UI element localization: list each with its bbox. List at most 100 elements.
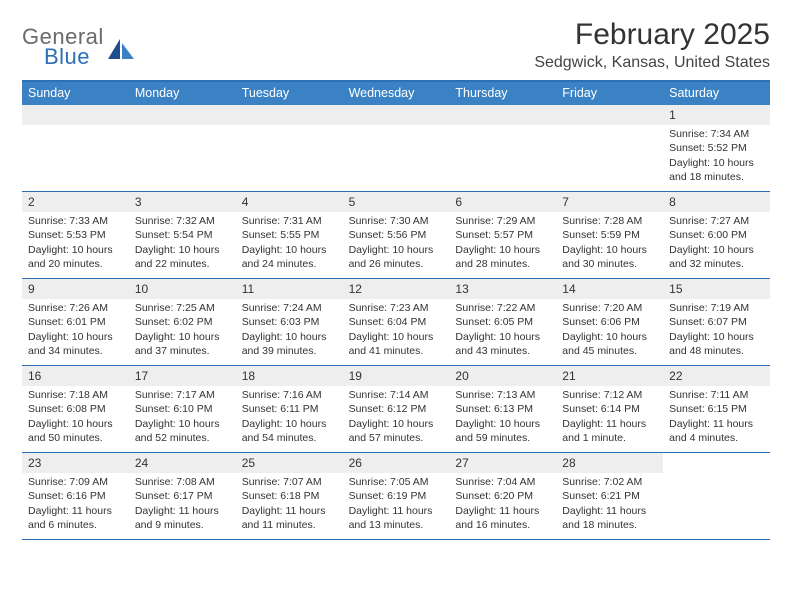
sunrise-text: Sunrise: 7:16 AM xyxy=(242,388,337,402)
day-number: 10 xyxy=(129,279,236,299)
sunset-text: Sunset: 6:21 PM xyxy=(562,489,657,503)
day-cell xyxy=(556,105,663,191)
weeks-container: 1Sunrise: 7:34 AMSunset: 5:52 PMDaylight… xyxy=(22,105,770,540)
sunset-text: Sunset: 6:01 PM xyxy=(28,315,123,329)
week-row: 1Sunrise: 7:34 AMSunset: 5:52 PMDaylight… xyxy=(22,105,770,192)
sunrise-text: Sunrise: 7:19 AM xyxy=(669,301,764,315)
day-body: Sunrise: 7:25 AMSunset: 6:02 PMDaylight:… xyxy=(129,299,236,362)
day-cell: 20Sunrise: 7:13 AMSunset: 6:13 PMDayligh… xyxy=(449,366,556,452)
empty-day-bar xyxy=(556,105,663,125)
day-number: 8 xyxy=(663,192,770,212)
day-number: 3 xyxy=(129,192,236,212)
daylight-text: Daylight: 10 hours and 54 minutes. xyxy=(242,417,337,445)
sunset-text: Sunset: 5:52 PM xyxy=(669,141,764,155)
day-cell: 5Sunrise: 7:30 AMSunset: 5:56 PMDaylight… xyxy=(343,192,450,278)
sunrise-text: Sunrise: 7:27 AM xyxy=(669,214,764,228)
empty-day-bar xyxy=(449,105,556,125)
empty-day-bar xyxy=(22,105,129,125)
day-body: Sunrise: 7:33 AMSunset: 5:53 PMDaylight:… xyxy=(22,212,129,275)
sunset-text: Sunset: 6:12 PM xyxy=(349,402,444,416)
day-body: Sunrise: 7:34 AMSunset: 5:52 PMDaylight:… xyxy=(663,125,770,188)
day-cell: 1Sunrise: 7:34 AMSunset: 5:52 PMDaylight… xyxy=(663,105,770,191)
daylight-text: Daylight: 10 hours and 45 minutes. xyxy=(562,330,657,358)
sunset-text: Sunset: 6:11 PM xyxy=(242,402,337,416)
week-row: 16Sunrise: 7:18 AMSunset: 6:08 PMDayligh… xyxy=(22,366,770,453)
sunset-text: Sunset: 6:19 PM xyxy=(349,489,444,503)
sunrise-text: Sunrise: 7:05 AM xyxy=(349,475,444,489)
sunrise-text: Sunrise: 7:26 AM xyxy=(28,301,123,315)
day-cell: 17Sunrise: 7:17 AMSunset: 6:10 PMDayligh… xyxy=(129,366,236,452)
sunrise-text: Sunrise: 7:17 AM xyxy=(135,388,230,402)
empty-day-bar xyxy=(236,105,343,125)
sunrise-text: Sunrise: 7:02 AM xyxy=(562,475,657,489)
sunrise-text: Sunrise: 7:14 AM xyxy=(349,388,444,402)
sunrise-text: Sunrise: 7:32 AM xyxy=(135,214,230,228)
daylight-text: Daylight: 10 hours and 59 minutes. xyxy=(455,417,550,445)
day-cell: 7Sunrise: 7:28 AMSunset: 5:59 PMDaylight… xyxy=(556,192,663,278)
daylight-text: Daylight: 10 hours and 24 minutes. xyxy=(242,243,337,271)
day-body: Sunrise: 7:27 AMSunset: 6:00 PMDaylight:… xyxy=(663,212,770,275)
sunset-text: Sunset: 6:03 PM xyxy=(242,315,337,329)
day-cell xyxy=(129,105,236,191)
sunrise-text: Sunrise: 7:23 AM xyxy=(349,301,444,315)
daylight-text: Daylight: 10 hours and 48 minutes. xyxy=(669,330,764,358)
day-cell: 27Sunrise: 7:04 AMSunset: 6:20 PMDayligh… xyxy=(449,453,556,539)
sunset-text: Sunset: 6:16 PM xyxy=(28,489,123,503)
sunrise-text: Sunrise: 7:11 AM xyxy=(669,388,764,402)
daylight-text: Daylight: 10 hours and 18 minutes. xyxy=(669,156,764,184)
day-body: Sunrise: 7:23 AMSunset: 6:04 PMDaylight:… xyxy=(343,299,450,362)
sunset-text: Sunset: 5:59 PM xyxy=(562,228,657,242)
sunrise-text: Sunrise: 7:09 AM xyxy=(28,475,123,489)
day-cell: 9Sunrise: 7:26 AMSunset: 6:01 PMDaylight… xyxy=(22,279,129,365)
day-number: 23 xyxy=(22,453,129,473)
day-number: 20 xyxy=(449,366,556,386)
day-body: Sunrise: 7:14 AMSunset: 6:12 PMDaylight:… xyxy=(343,386,450,449)
day-number: 9 xyxy=(22,279,129,299)
daylight-text: Daylight: 10 hours and 32 minutes. xyxy=(669,243,764,271)
day-body: Sunrise: 7:18 AMSunset: 6:08 PMDaylight:… xyxy=(22,386,129,449)
sunset-text: Sunset: 6:15 PM xyxy=(669,402,764,416)
sunrise-text: Sunrise: 7:28 AM xyxy=(562,214,657,228)
day-cell xyxy=(449,105,556,191)
sunrise-text: Sunrise: 7:33 AM xyxy=(28,214,123,228)
day-cell: 6Sunrise: 7:29 AMSunset: 5:57 PMDaylight… xyxy=(449,192,556,278)
day-cell: 22Sunrise: 7:11 AMSunset: 6:15 PMDayligh… xyxy=(663,366,770,452)
day-body: Sunrise: 7:13 AMSunset: 6:13 PMDaylight:… xyxy=(449,386,556,449)
day-body: Sunrise: 7:20 AMSunset: 6:06 PMDaylight:… xyxy=(556,299,663,362)
day-number: 26 xyxy=(343,453,450,473)
day-body: Sunrise: 7:19 AMSunset: 6:07 PMDaylight:… xyxy=(663,299,770,362)
location-subtitle: Sedgwick, Kansas, United States xyxy=(534,54,770,72)
daylight-text: Daylight: 11 hours and 6 minutes. xyxy=(28,504,123,532)
day-cell: 8Sunrise: 7:27 AMSunset: 6:00 PMDaylight… xyxy=(663,192,770,278)
day-body: Sunrise: 7:30 AMSunset: 5:56 PMDaylight:… xyxy=(343,212,450,275)
daylight-text: Daylight: 10 hours and 50 minutes. xyxy=(28,417,123,445)
day-number: 15 xyxy=(663,279,770,299)
day-number: 25 xyxy=(236,453,343,473)
daylight-text: Daylight: 10 hours and 57 minutes. xyxy=(349,417,444,445)
day-number: 5 xyxy=(343,192,450,212)
sunset-text: Sunset: 6:07 PM xyxy=(669,315,764,329)
daylight-text: Daylight: 10 hours and 37 minutes. xyxy=(135,330,230,358)
sunset-text: Sunset: 6:18 PM xyxy=(242,489,337,503)
sunset-text: Sunset: 6:04 PM xyxy=(349,315,444,329)
weekday-header: Tuesday xyxy=(236,82,343,105)
sunset-text: Sunset: 6:17 PM xyxy=(135,489,230,503)
page-title: February 2025 xyxy=(534,18,770,52)
daylight-text: Daylight: 11 hours and 13 minutes. xyxy=(349,504,444,532)
day-cell: 15Sunrise: 7:19 AMSunset: 6:07 PMDayligh… xyxy=(663,279,770,365)
sunset-text: Sunset: 5:57 PM xyxy=(455,228,550,242)
day-cell: 19Sunrise: 7:14 AMSunset: 6:12 PMDayligh… xyxy=(343,366,450,452)
day-cell: 2Sunrise: 7:33 AMSunset: 5:53 PMDaylight… xyxy=(22,192,129,278)
sunrise-text: Sunrise: 7:20 AM xyxy=(562,301,657,315)
sunset-text: Sunset: 6:10 PM xyxy=(135,402,230,416)
sunset-text: Sunset: 6:02 PM xyxy=(135,315,230,329)
sunrise-text: Sunrise: 7:18 AM xyxy=(28,388,123,402)
daylight-text: Daylight: 10 hours and 22 minutes. xyxy=(135,243,230,271)
day-number: 11 xyxy=(236,279,343,299)
day-cell xyxy=(236,105,343,191)
day-number: 19 xyxy=(343,366,450,386)
sunrise-text: Sunrise: 7:08 AM xyxy=(135,475,230,489)
sunrise-text: Sunrise: 7:29 AM xyxy=(455,214,550,228)
day-body: Sunrise: 7:07 AMSunset: 6:18 PMDaylight:… xyxy=(236,473,343,536)
day-number: 28 xyxy=(556,453,663,473)
